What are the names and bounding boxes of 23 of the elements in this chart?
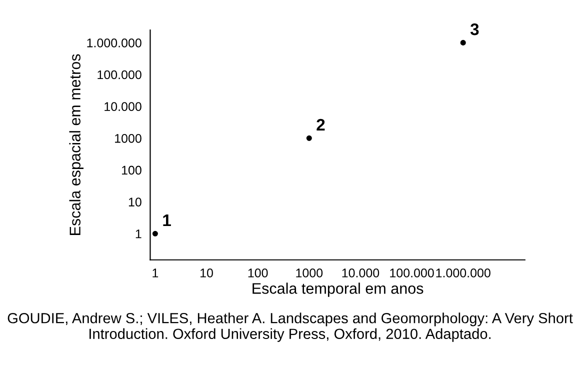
point (152, 230, 158, 236)
x-tick-label: 100.000 (390, 268, 434, 278)
annotation: 2 (316, 118, 325, 131)
y-tick-label: 10 (128, 198, 142, 206)
text: GOUDIE, Andrew S.; VILES, Heather A. Landscapes and Geomorphology: A Very Short Introduction. Oxford University Press, Oxford, 2010. Adaptado. (8, 312, 573, 342)
x-tick-label: 1.000.000 (436, 268, 490, 278)
x-tick-label: 10.000 (342, 268, 380, 278)
y-tick-label: 100.000 (98, 70, 142, 80)
y-tick-label: 10.000 (104, 102, 142, 111)
y-tick-label: 1 (136, 230, 142, 238)
annotation: 3 (470, 23, 479, 36)
y-tick-label: 1000 (115, 134, 142, 143)
annotation: 1 (163, 214, 171, 226)
x-tick-label: 10 (200, 268, 213, 278)
y-axis-title: Escala espacial em metros (69, 54, 84, 235)
y-tick-label: 100 (122, 166, 142, 175)
x-tick-label: 100 (248, 268, 268, 278)
x-tick-label: 1 (152, 268, 158, 278)
point (306, 135, 312, 141)
point (460, 40, 466, 46)
x-tick-label: 1000 (296, 268, 323, 278)
y-tick-label: 1.000.000 (87, 38, 142, 48)
x-axis-title: Escala temporal em anos (252, 282, 424, 297)
